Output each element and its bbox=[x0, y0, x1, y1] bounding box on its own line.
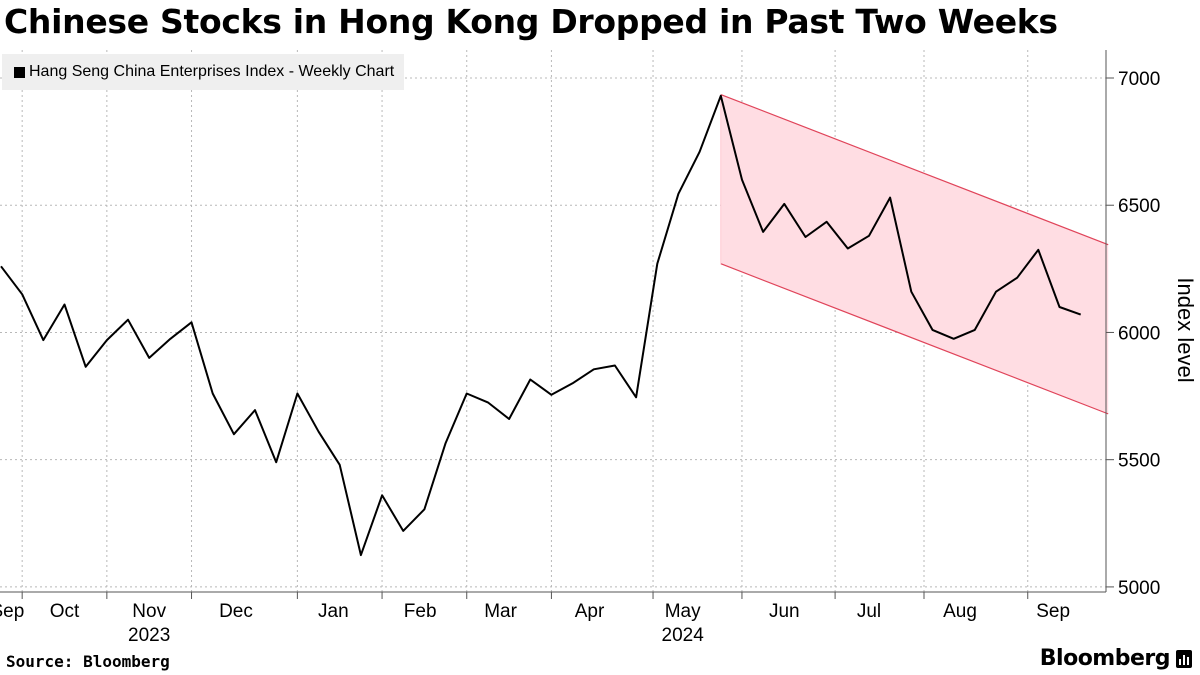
x-tick-label: Jan bbox=[318, 601, 349, 622]
legend: Hang Seng China Enterprises Index - Week… bbox=[2, 54, 405, 90]
series-layer bbox=[0, 94, 1082, 557]
terminal-icon bbox=[1176, 649, 1192, 668]
x-tick-label: Jul bbox=[857, 601, 881, 622]
x-tick-label: Sep bbox=[0, 601, 24, 622]
y-tick-label: 5500 bbox=[1118, 451, 1160, 472]
x-tick-label: Sep bbox=[1036, 601, 1070, 622]
x-tick-label: Apr bbox=[575, 601, 605, 622]
x-tick-label: Oct bbox=[50, 601, 80, 622]
source-note: Source: Bloomberg bbox=[6, 652, 170, 671]
x-year-label: 2023 bbox=[128, 625, 170, 646]
x-tick-label: May bbox=[665, 601, 701, 622]
legend-swatch bbox=[14, 66, 25, 78]
legend-label: Hang Seng China Enterprises Index - Week… bbox=[29, 63, 395, 80]
chart-title: Chinese Stocks in Hong Kong Dropped in P… bbox=[4, 2, 1058, 41]
x-tick-label: Dec bbox=[219, 601, 253, 622]
x-tick-label: Jun bbox=[769, 601, 800, 622]
y-tick-label: 5000 bbox=[1118, 578, 1160, 599]
y-tick-label: 7000 bbox=[1118, 69, 1160, 90]
x-tick-label: Nov bbox=[132, 601, 166, 622]
trend-channel bbox=[720, 93, 1109, 415]
series-line bbox=[0, 94, 1082, 557]
bloomberg-logo: Bloomberg bbox=[1040, 646, 1192, 671]
y-axis-label: Index level bbox=[1173, 277, 1198, 382]
x-tick-label: Mar bbox=[484, 601, 517, 622]
brand-name: Bloomberg bbox=[1039, 646, 1171, 671]
channel-lower-line bbox=[720, 263, 1109, 415]
channel-upper-line bbox=[720, 93, 1109, 246]
x-tick-label: Feb bbox=[404, 601, 437, 622]
y-tick-label: 6000 bbox=[1118, 323, 1160, 344]
x-year-label: 2024 bbox=[662, 625, 705, 646]
y-tick-label: 6500 bbox=[1118, 196, 1160, 217]
x-tick-label: Aug bbox=[943, 601, 977, 622]
channel-fill bbox=[720, 94, 1109, 414]
axes: 5000 5500 6000 6500 7000 Sep Oct Nov Dec Jan Feb Ma… bbox=[0, 50, 1160, 646]
